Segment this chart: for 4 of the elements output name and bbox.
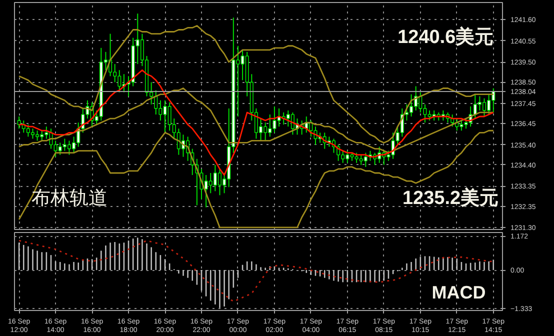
annotation: 布林轨道 (32, 188, 108, 210)
annotation: 1240.6美元 (398, 26, 494, 48)
annotation: MACD (432, 282, 486, 303)
annotation: 1235.2美元 (402, 187, 499, 210)
